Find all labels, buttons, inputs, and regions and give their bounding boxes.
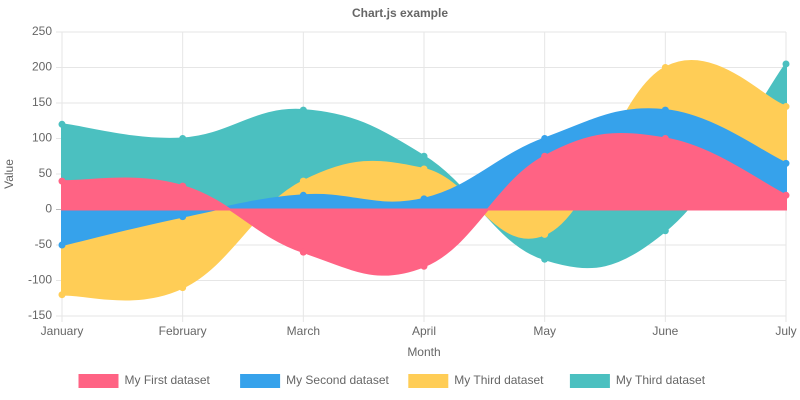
- point: [299, 248, 307, 256]
- point: [420, 165, 428, 173]
- legend-swatch: [569, 374, 610, 388]
- point: [179, 284, 187, 292]
- point: [58, 120, 66, 128]
- chart-title: Chart.js example: [352, 6, 448, 20]
- x-tick-label: June: [652, 324, 678, 338]
- legend-label: My Third dataset: [454, 373, 544, 387]
- y-tick-label: -50: [35, 237, 53, 251]
- point: [541, 255, 549, 263]
- point: [661, 106, 669, 114]
- y-tick-label: 50: [39, 166, 53, 180]
- point: [299, 106, 307, 114]
- point: [58, 291, 66, 299]
- y-tick-label: -100: [28, 273, 52, 287]
- legend-swatch: [240, 374, 281, 388]
- point: [58, 177, 66, 185]
- y-tick-label: 200: [32, 60, 52, 74]
- point: [541, 152, 549, 160]
- point: [661, 64, 669, 71]
- y-tick-label: 250: [32, 24, 52, 38]
- x-tick-label: March: [287, 324, 320, 338]
- legend-label: My First dataset: [125, 373, 211, 387]
- point: [541, 135, 549, 142]
- y-tick-label: 100: [32, 131, 52, 145]
- legend-swatch: [78, 374, 119, 388]
- x-tick-label: July: [775, 324, 796, 338]
- legend-label: My Second dataset: [286, 373, 389, 387]
- x-axis-title: Month: [407, 345, 440, 359]
- y-tick-label: -150: [28, 308, 52, 322]
- point: [782, 103, 790, 111]
- legend-swatch: [408, 374, 449, 388]
- point: [179, 135, 187, 142]
- point: [179, 182, 187, 190]
- y-axis-title: Value: [2, 159, 16, 189]
- x-tick-label: February: [159, 324, 207, 338]
- y-tick-label: 150: [32, 95, 52, 109]
- y-tick-label: 0: [45, 202, 52, 216]
- point: [58, 241, 66, 249]
- point: [179, 213, 187, 221]
- point: [299, 191, 307, 199]
- point: [661, 135, 669, 142]
- point: [420, 262, 428, 270]
- point: [782, 191, 790, 199]
- legend-label: My Third dataset: [616, 373, 706, 387]
- point: [782, 60, 790, 68]
- point: [661, 227, 669, 235]
- area: [61, 60, 787, 301]
- point: [420, 152, 428, 160]
- x-tick-label: January: [41, 324, 84, 338]
- x-tick-label: May: [533, 324, 556, 338]
- point: [541, 230, 549, 238]
- point: [420, 195, 428, 203]
- x-tick-label: April: [412, 324, 436, 338]
- point: [299, 177, 307, 185]
- point: [782, 159, 790, 167]
